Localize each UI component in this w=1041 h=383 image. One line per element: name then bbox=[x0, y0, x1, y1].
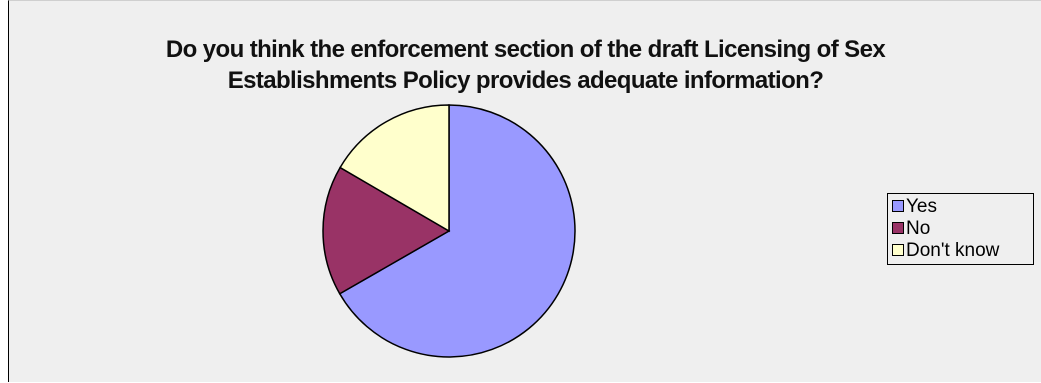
legend-swatch-yes bbox=[892, 200, 904, 212]
legend-item-yes: Yes bbox=[892, 196, 1033, 218]
pie-slice-dont-know bbox=[339, 104, 450, 233]
legend-item-no: No bbox=[892, 218, 1033, 240]
legend-swatch-dont-know bbox=[892, 244, 904, 256]
legend-label-no: No bbox=[906, 218, 931, 239]
legend-item-dont-know: Don't know bbox=[892, 240, 1033, 262]
chart-area: Do you think the enforcement section of … bbox=[8, 0, 1041, 382]
chart-legend: Yes No Don't know bbox=[887, 193, 1034, 265]
legend-label-yes: Yes bbox=[906, 196, 937, 217]
pie-slice-no bbox=[322, 166, 451, 295]
legend-label-dont-know: Don't know bbox=[906, 240, 1000, 261]
pie-chart bbox=[322, 104, 576, 358]
chart-title-line-2: Establishments Policy provides adequate … bbox=[227, 67, 824, 94]
chart-title: Do you think the enforcement section of … bbox=[9, 34, 1041, 96]
chart-title-line-1: Do you think the enforcement section of … bbox=[165, 36, 886, 63]
pie-slice-yes bbox=[338, 104, 576, 358]
legend-swatch-no bbox=[892, 222, 904, 234]
